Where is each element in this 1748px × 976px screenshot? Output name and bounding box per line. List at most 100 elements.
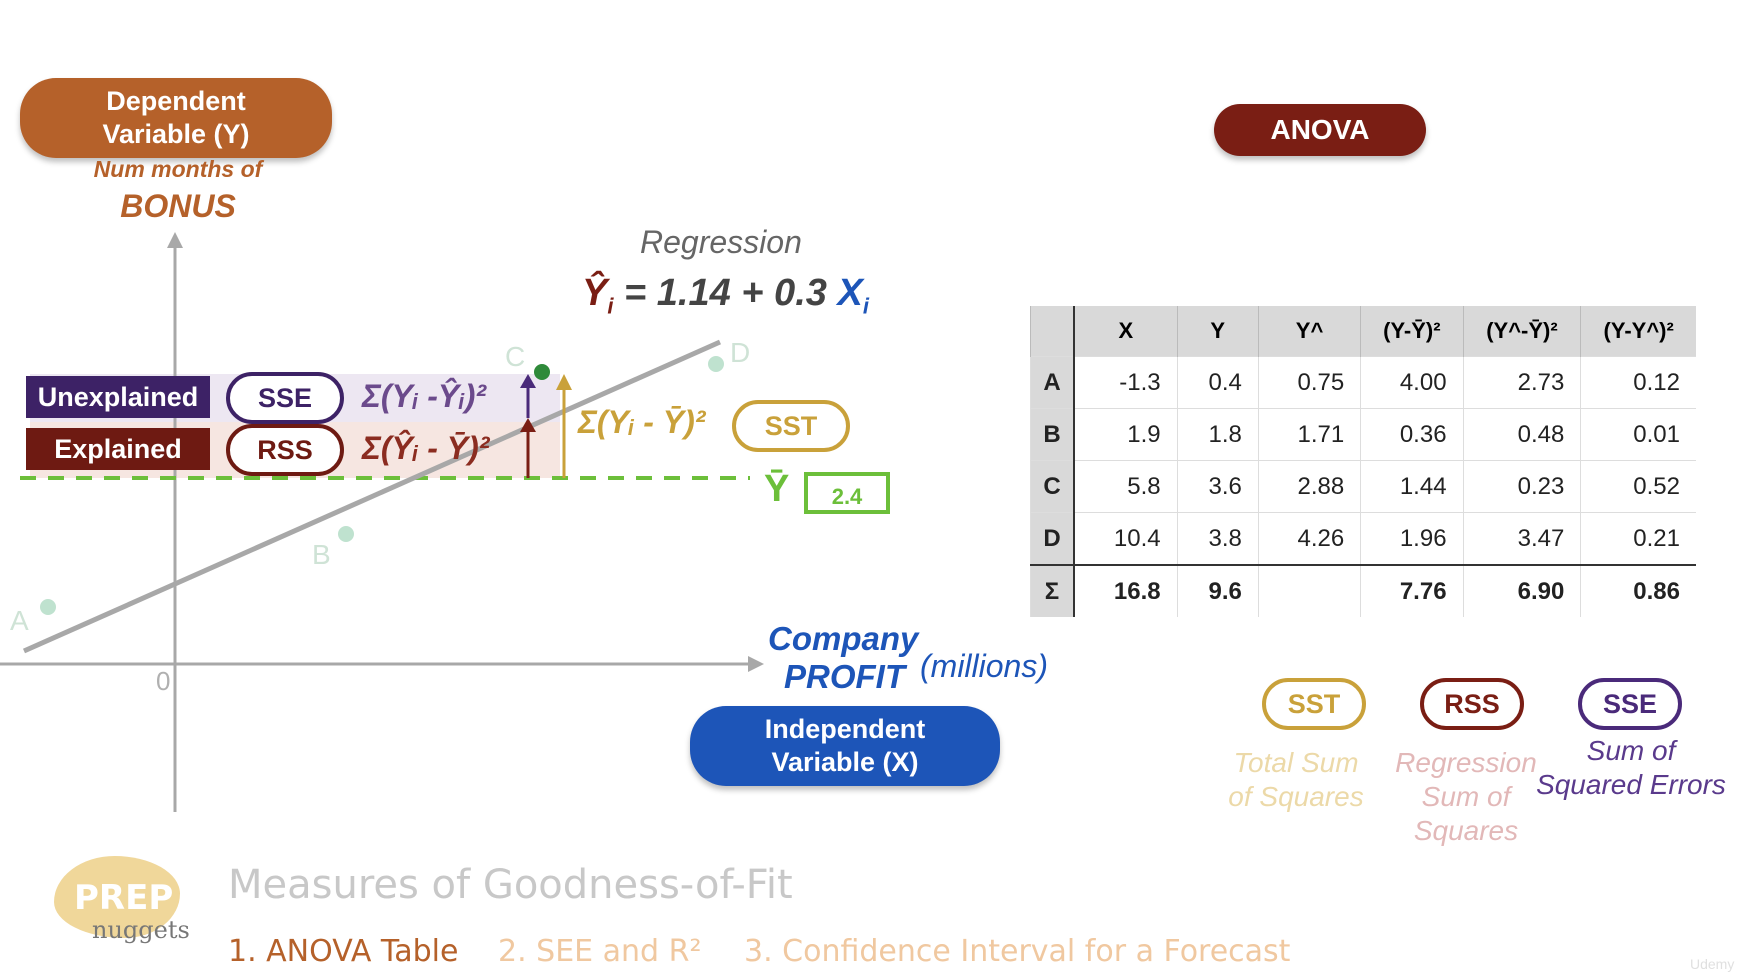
regression-line	[22, 339, 722, 654]
udemy-watermark: Udemy	[1690, 956, 1735, 972]
logo-bottom-text: nuggets	[92, 916, 190, 944]
footer-nav-anova[interactable]: 1. ANOVA Table	[228, 934, 459, 969]
anova-title-badge: ANOVA	[1214, 104, 1426, 156]
row-label: D	[1030, 512, 1075, 565]
anova-header-y: Y	[1176, 306, 1259, 357]
dependent-variable-subtitle: Num months of	[93, 156, 263, 182]
equation-x: X	[837, 272, 863, 314]
point-label-a: A	[10, 605, 29, 636]
sse-badge-plot: SSE	[226, 372, 344, 424]
rss-legend-line2: Sum of	[1421, 781, 1511, 812]
row-label: A	[1030, 356, 1075, 409]
unexplained-label: Unexplained	[26, 376, 210, 418]
equation-coefficients: = 1.14 + 0.3	[613, 272, 838, 314]
sst-legend-badge: SST	[1262, 678, 1366, 730]
table-cell: 3.8	[1176, 512, 1259, 565]
point-label-c: C	[505, 341, 525, 372]
table-cell: 0.75	[1257, 356, 1361, 409]
table-cell: 0.01	[1580, 408, 1696, 461]
prep-nuggets-logo: PREP	[54, 856, 180, 938]
regression-label: Regression	[640, 224, 802, 260]
sse-formula: Σ(Yᵢ -Ŷᵢ)²	[362, 378, 487, 414]
table-cell: 1.71	[1257, 408, 1361, 461]
mean-symbol: Ȳ	[764, 468, 790, 510]
sst-badge-plot: SST	[732, 400, 850, 452]
sum-cell: 0.86	[1580, 564, 1696, 617]
table-cell: 2.88	[1257, 460, 1361, 513]
dependent-variable-badge: Dependent Variable (Y)	[20, 78, 332, 158]
mean-value-box: 2.4	[804, 472, 890, 514]
table-cell: 0.12	[1580, 356, 1696, 409]
table-cell: 1.9	[1073, 408, 1178, 461]
row-label: C	[1030, 460, 1075, 513]
table-sum-row: Σ 16.8 9.6 7.76 6.90 0.86	[1030, 564, 1696, 617]
table-cell: 4.00	[1360, 356, 1464, 409]
sst-arrow-head	[556, 374, 572, 390]
sum-cell: 16.8	[1073, 564, 1178, 617]
table-cell: 4.26	[1257, 512, 1361, 565]
sum-cell	[1257, 564, 1361, 617]
sst-legend-desc: Total Sum of Squares	[1214, 746, 1378, 814]
sum-row-label: Σ	[1030, 564, 1075, 617]
table-row: C 5.8 3.6 2.88 1.44 0.23 0.52	[1030, 460, 1696, 513]
point-d	[708, 356, 724, 372]
table-cell: 0.21	[1580, 512, 1696, 565]
table-cell: 0.36	[1360, 408, 1464, 461]
anova-header-row: X Y Y^ (Y-Ȳ)² (Y^-Ȳ)² (Y-Y^)²	[1030, 306, 1696, 357]
table-cell: 1.96	[1360, 512, 1464, 565]
sse-legend-desc: Sum of Squared Errors	[1536, 734, 1726, 802]
anova-header-x: X	[1073, 306, 1178, 357]
rss-badge-plot: RSS	[226, 424, 344, 476]
table-row: A -1.3 0.4 0.75 4.00 2.73 0.12	[1030, 356, 1696, 409]
dependent-variable-title: Dependent Variable (Y)	[102, 86, 250, 149]
anova-header-yhat: Y^	[1257, 306, 1361, 357]
point-a	[40, 599, 56, 615]
table-cell: 10.4	[1073, 512, 1178, 565]
table-cell: 0.48	[1462, 408, 1581, 461]
table-cell: 3.6	[1176, 460, 1259, 513]
table-cell: 0.23	[1462, 460, 1581, 513]
sse-legend-badge: SSE	[1578, 678, 1682, 730]
anova-header-corner	[1030, 306, 1075, 357]
anova-header-sse-term: (Y-Y^)²	[1580, 306, 1696, 357]
x-axis-arrow	[748, 656, 764, 672]
footer-heading: Measures of Goodness-of-Fit	[228, 862, 793, 908]
table-cell: 1.44	[1360, 460, 1464, 513]
rss-legend-line1: Regression	[1395, 747, 1537, 778]
sst-legend-line2: of Squares	[1228, 781, 1364, 812]
sum-cell: 9.6	[1176, 564, 1259, 617]
footer-nav-see-r2[interactable]: 2. SEE and R²	[498, 934, 702, 969]
rss-legend-badge: RSS	[1420, 678, 1524, 730]
sst-formula: Σ(Yᵢ - Ȳ)²	[578, 404, 706, 440]
sum-cell: 6.90	[1462, 564, 1581, 617]
point-label-d: D	[730, 337, 750, 368]
table-cell: -1.3	[1073, 356, 1178, 409]
sse-arrow-head	[520, 374, 536, 388]
equation-x-sub: i	[862, 293, 869, 319]
footer-nav-confidence[interactable]: 3. Confidence Interval for a Forecast	[744, 934, 1291, 969]
sse-legend-line1: Sum of	[1586, 735, 1676, 766]
rss-legend-desc: Regression Sum of Squares	[1386, 746, 1546, 848]
rss-formula: Σ(Ŷᵢ - Ȳ)²	[362, 430, 490, 466]
equation-yhat-sub: i	[607, 293, 614, 319]
anova-header-rss-term: (Y^-Ȳ)²	[1462, 306, 1581, 357]
sum-cell: 7.76	[1360, 564, 1464, 617]
table-row: D 10.4 3.8 4.26 1.96 3.47 0.21	[1030, 512, 1696, 565]
anova-header-sst-term: (Y-Ȳ)²	[1360, 306, 1464, 357]
regression-equation: Ŷi = 1.14 + 0.3 Xi	[582, 272, 869, 320]
row-label: B	[1030, 408, 1075, 461]
point-b	[338, 526, 354, 542]
table-cell: 1.8	[1176, 408, 1259, 461]
independent-variable-title: Independent Variable (X)	[764, 714, 926, 777]
table-cell: 0.4	[1176, 356, 1259, 409]
rss-legend-line3: Squares	[1413, 815, 1519, 846]
point-c	[534, 364, 550, 380]
anova-table: X Y Y^ (Y-Ȳ)² (Y^-Ȳ)² (Y-Y^)² A -1.3 0.4…	[1030, 306, 1696, 617]
table-cell: 5.8	[1073, 460, 1178, 513]
independent-variable-name-line1: Company	[768, 620, 919, 657]
point-label-b: B	[312, 539, 331, 570]
table-row: B 1.9 1.8 1.71 0.36 0.48 0.01	[1030, 408, 1696, 461]
dependent-variable-name: BONUS	[120, 188, 236, 224]
equation-yhat: Ŷ	[582, 272, 608, 314]
table-cell: 3.47	[1462, 512, 1581, 565]
